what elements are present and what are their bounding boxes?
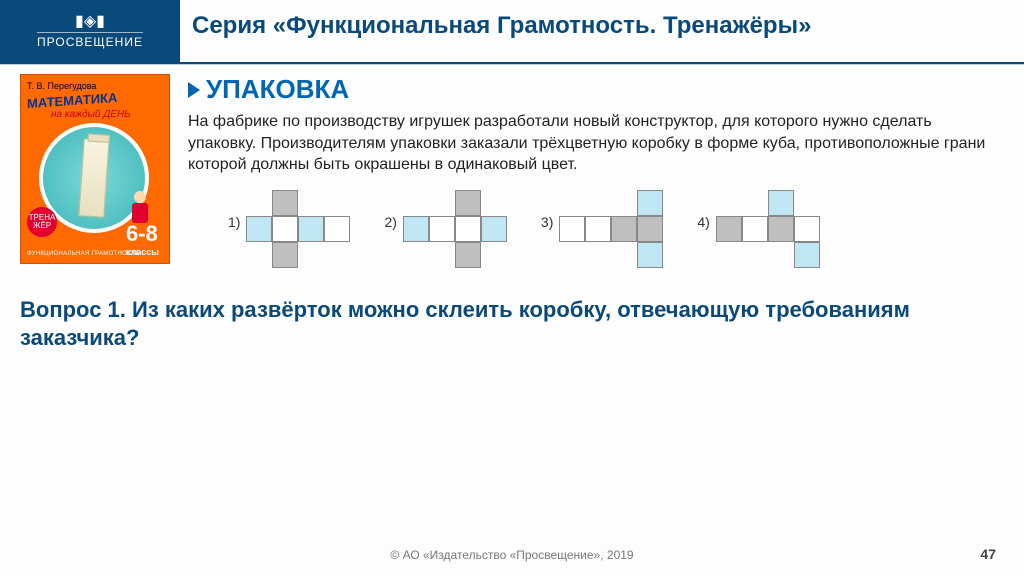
net-cell [742,242,768,268]
book-grade-numbers: 6-8 [126,221,158,246]
header-divider [0,62,1024,64]
publisher-logo: ▮◈▮ ПРОСВЕЩЕНИЕ [0,0,180,62]
net-cell [272,216,298,242]
net-cell [324,190,350,216]
net-cell [481,216,507,242]
book-title: МАТЕМАТИКА [27,90,117,111]
net-cell [716,242,742,268]
net-cell [794,242,820,268]
net-cell [298,216,324,242]
net-cell [298,242,324,268]
book-cover: Т. В. Перегудова МАТЕМАТИКА на каждый ДЕ… [20,74,170,264]
net-cell [585,242,611,268]
net-label: 1) [228,190,240,230]
net-cell [716,216,742,242]
net-label: 4) [697,190,709,230]
question-text: Вопрос 1. Из каких развёрток можно склеи… [20,268,1004,353]
net-cell [585,216,611,242]
net-cell [611,190,637,216]
net-cell [246,242,272,268]
cube-net-1: 1) [228,190,350,268]
net-cell [246,216,272,242]
logo-icon: ▮◈▮ [75,14,105,30]
book-badge: ТРЕНА ЖЁР [27,207,57,237]
net-cell [272,242,298,268]
net-cell [742,216,768,242]
net-cell [324,216,350,242]
book-subtitle: на каждый ДЕНЬ [51,109,131,120]
net-cell [768,242,794,268]
net-cell [585,190,611,216]
net-cell [742,190,768,216]
cube-net-2: 2) [384,190,506,268]
net-cell [794,216,820,242]
cube-net-4: 4) [697,190,819,268]
page-number: 47 [980,546,996,562]
net-cell [429,190,455,216]
net-grid [246,190,350,268]
title-bar: Серия «Функциональная Грамотность. Трена… [180,6,1024,52]
net-label: 2) [384,190,396,230]
net-cell [559,190,585,216]
net-cell [246,190,272,216]
cube-net-3: 3) [541,190,663,268]
book-footer-line: ФУНКЦИОНАЛЬНАЯ ГРАМОТНОСТЬ [27,251,140,257]
slide-title: Серия «Функциональная Грамотность. Трена… [192,12,1012,40]
net-cell [559,216,585,242]
net-cell [768,216,794,242]
section-body: На фабрике по производству игрушек разра… [188,111,1004,176]
net-cell [637,216,663,242]
net-cell [403,216,429,242]
net-cell [637,190,663,216]
copyright-footer: © АО «Издательство «Просвещение», 2019 [0,548,1024,562]
net-cell [768,190,794,216]
net-cell [403,190,429,216]
net-cell [429,242,455,268]
net-cell [403,242,429,268]
book-author: Т. В. Перегудова [27,81,163,91]
net-cell [455,190,481,216]
net-cell [611,242,637,268]
net-cell [429,216,455,242]
net-cell [481,190,507,216]
slide: ▮◈▮ ПРОСВЕЩЕНИЕ Серия «Функциональная Гр… [0,0,1024,576]
net-cell [324,242,350,268]
pisa-tower-icon [78,138,109,218]
content-area: Т. В. Перегудова МАТЕМАТИКА на каждый ДЕ… [20,74,1004,353]
net-cell [298,190,324,216]
net-grid [403,190,507,268]
net-cell [637,242,663,268]
net-cell [611,216,637,242]
book-cover-column: Т. В. Перегудова МАТЕМАТИКА на каждый ДЕ… [20,74,170,264]
net-label: 3) [541,190,553,230]
section-heading-row: УПАКОВКА [188,74,1004,105]
net-cell [272,190,298,216]
net-cell [455,242,481,268]
net-grid [716,190,820,268]
net-cell [716,190,742,216]
net-cell [794,190,820,216]
net-cell [455,216,481,242]
cube-nets-row: 1) 2) 3) 4) [188,190,1004,268]
triangle-bullet-icon [188,82,200,98]
net-grid [559,190,663,268]
publisher-name: ПРОСВЕЩЕНИЕ [37,32,143,49]
net-cell [481,242,507,268]
section-heading: УПАКОВКА [206,74,349,105]
net-cell [559,242,585,268]
main-text-column: УПАКОВКА На фабрике по производству игру… [188,74,1004,268]
